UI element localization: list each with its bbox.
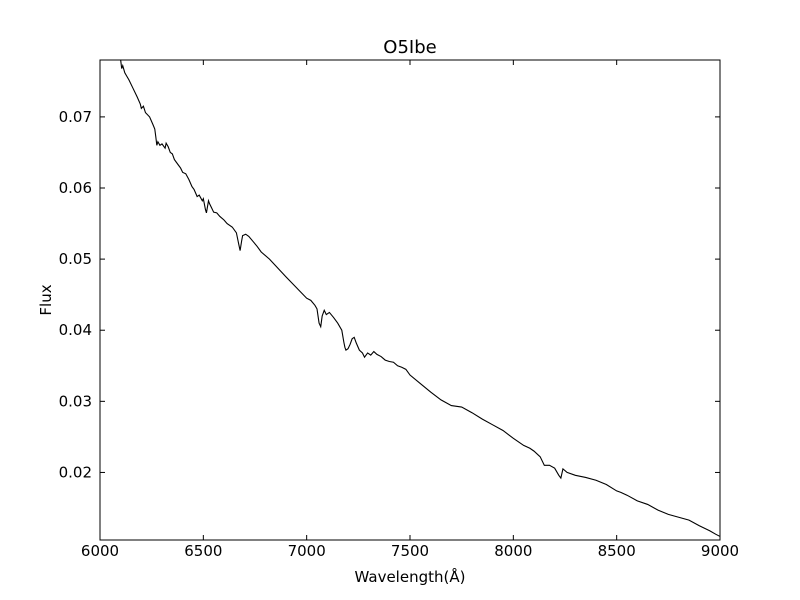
y-axis: 0.02 0.03 0.04 0.05 0.06 0.07 [59, 108, 720, 481]
x-tick-label: 7000 [288, 542, 326, 560]
x-tick-label: 8000 [494, 542, 532, 560]
chart-title: O5Ibe [383, 37, 436, 58]
x-tick-label: 8500 [598, 542, 636, 560]
x-tick-label: 6500 [184, 542, 222, 560]
x-tick-label: 7500 [391, 542, 429, 560]
y-tick-label: 0.04 [59, 321, 92, 339]
y-tick-label: 0.02 [59, 463, 92, 481]
y-tick-label: 0.07 [59, 108, 92, 126]
series-line [120, 60, 720, 537]
x-tick-label: 9000 [701, 542, 739, 560]
x-tick-label: 6000 [81, 542, 119, 560]
y-tick-label: 0.06 [59, 179, 92, 197]
y-axis-title: Flux [37, 284, 55, 315]
x-axis-title: Wavelength(Å) [355, 567, 466, 586]
y-tick-label: 0.05 [59, 250, 92, 268]
x-axis: 6000 6500 7000 7500 8000 8500 9000 [81, 60, 739, 560]
y-tick-label: 0.03 [59, 392, 92, 410]
